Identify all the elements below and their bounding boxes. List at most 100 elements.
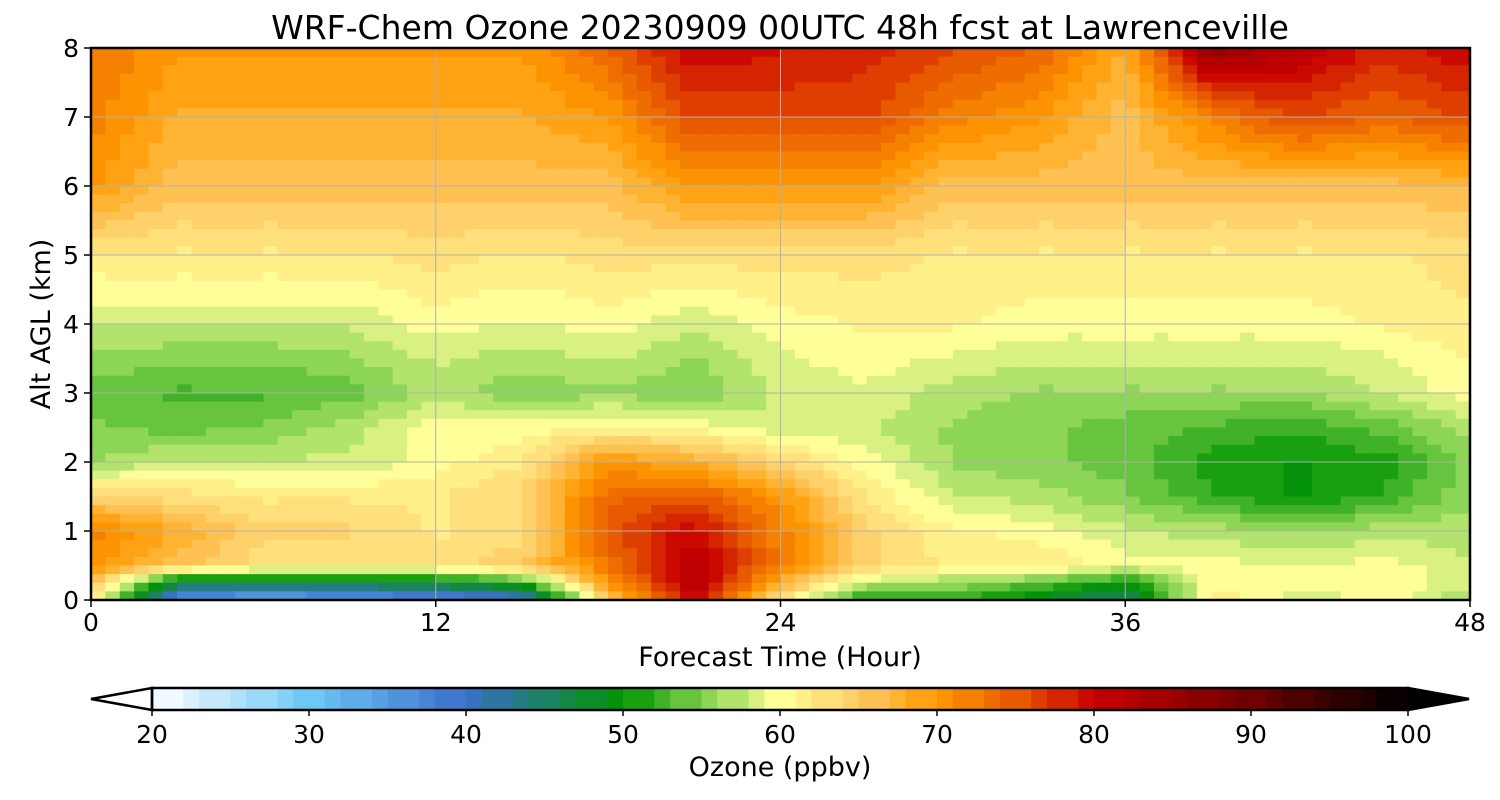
heatmap-cell — [478, 427, 494, 437]
heatmap-cell — [392, 444, 408, 454]
heatmap-cell — [205, 358, 221, 368]
heatmap-cell — [809, 453, 825, 463]
heatmap-cell — [392, 168, 408, 178]
heatmap-cell — [751, 220, 767, 230]
heatmap-cell — [1297, 375, 1313, 385]
heatmap-cell — [263, 444, 279, 454]
heatmap-cell — [636, 401, 652, 411]
heatmap-cell — [134, 289, 150, 299]
heatmap-cell — [1455, 263, 1470, 273]
heatmap-cell — [1139, 160, 1155, 170]
heatmap-cell — [1096, 82, 1112, 92]
heatmap-cell — [119, 315, 135, 325]
heatmap-cell — [263, 349, 279, 360]
heatmap-cell — [521, 358, 537, 368]
heatmap-cell — [450, 160, 466, 170]
heatmap-cell — [177, 117, 193, 127]
heatmap-cell — [809, 220, 825, 230]
heatmap-cell — [751, 263, 767, 273]
heatmap-cell — [1297, 142, 1313, 153]
heatmap-cell — [162, 324, 178, 334]
heatmap-cell — [852, 211, 868, 222]
heatmap-cell — [679, 186, 695, 196]
heatmap-cell — [723, 324, 738, 334]
heatmap-cell — [220, 272, 236, 282]
heatmap-cell — [751, 229, 767, 239]
heatmap-cell — [162, 393, 178, 403]
heatmap-cell — [320, 211, 336, 222]
heatmap-cell — [536, 367, 552, 377]
heatmap-cell — [292, 177, 308, 187]
heatmap-cell — [435, 220, 451, 230]
heatmap-cell — [1110, 73, 1126, 84]
heatmap-cell — [1297, 349, 1313, 360]
heatmap-cell — [579, 117, 595, 127]
heatmap-cell — [924, 134, 940, 144]
heatmap-cell — [550, 367, 566, 377]
heatmap-cell — [550, 315, 566, 325]
heatmap-cell — [277, 237, 293, 247]
heatmap-cell — [995, 324, 1011, 334]
heatmap-cell — [737, 349, 753, 360]
heatmap-cell — [1139, 117, 1155, 127]
heatmap-cell — [464, 211, 480, 222]
heatmap-cell — [565, 168, 580, 178]
heatmap-cell — [119, 203, 135, 213]
heatmap-cell — [1039, 134, 1055, 144]
heatmap-cell — [881, 134, 897, 144]
heatmap-cell — [766, 237, 782, 247]
heatmap-cell — [536, 65, 552, 75]
heatmap-cell — [1283, 367, 1299, 377]
heatmap-cell — [1283, 99, 1299, 109]
heatmap-cell — [292, 436, 308, 446]
heatmap-cell — [1398, 453, 1414, 463]
heatmap-cell — [737, 289, 753, 299]
heatmap-cell — [177, 125, 193, 135]
heatmap-cell — [1225, 211, 1241, 222]
heatmap-cell — [349, 91, 365, 101]
heatmap-cell — [1211, 427, 1227, 437]
heatmap-cell — [220, 418, 236, 429]
heatmap-cell — [507, 56, 523, 66]
heatmap-cell — [450, 393, 466, 403]
heatmap-cell — [493, 125, 509, 135]
heatmap-cell — [1024, 341, 1040, 351]
heatmap-cell — [119, 384, 135, 394]
heatmap-cell — [952, 160, 968, 170]
heatmap-cell — [1268, 436, 1284, 446]
heatmap-cell — [105, 220, 121, 230]
heatmap-cell — [1369, 117, 1385, 127]
heatmap-cell — [1311, 134, 1327, 144]
heatmap-cell — [1096, 117, 1112, 127]
heatmap-cell — [363, 194, 379, 204]
heatmap-cell — [148, 349, 164, 360]
heatmap-cell — [1283, 73, 1299, 84]
heatmap-cell — [809, 462, 825, 472]
heatmap-cell — [766, 375, 782, 385]
heatmap-cell — [1455, 237, 1470, 247]
heatmap-cell — [737, 401, 753, 411]
heatmap-cell — [694, 384, 710, 394]
heatmap-cell — [1182, 298, 1198, 308]
heatmap-cell — [1355, 410, 1371, 420]
heatmap-cell — [837, 142, 853, 153]
heatmap-cell — [608, 220, 624, 230]
heatmap-cell — [694, 186, 710, 196]
heatmap-cell — [622, 108, 638, 118]
heatmap-cell — [363, 410, 379, 420]
heatmap-cell — [852, 393, 868, 403]
heatmap-cell — [1211, 289, 1227, 299]
heatmap-cell — [1168, 349, 1184, 360]
heatmap-cell — [320, 134, 336, 144]
heatmap-cell — [1383, 375, 1399, 385]
heatmap-cell — [608, 73, 624, 84]
heatmap-cell — [320, 125, 336, 135]
heatmap-cell — [1398, 401, 1414, 411]
heatmap-cell — [191, 82, 207, 92]
heatmap-cell — [363, 298, 379, 308]
heatmap-cell — [91, 255, 106, 265]
heatmap-cell — [1455, 194, 1470, 204]
heatmap-cell — [622, 453, 638, 463]
heatmap-cell — [1110, 444, 1126, 454]
heatmap-cell — [1096, 48, 1112, 58]
